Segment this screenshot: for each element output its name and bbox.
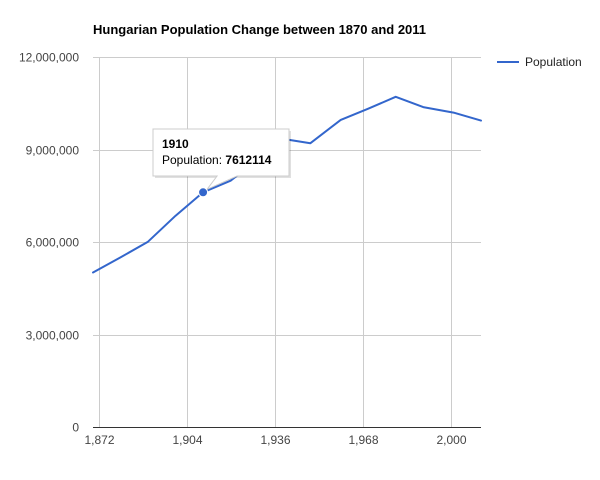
series-lines [92,95,482,274]
tooltip-box [152,128,290,191]
y-tick-label: 3,000,000 [26,329,80,343]
y-tick-label: 0 [72,421,79,435]
y-tick-label: 6,000,000 [26,236,80,250]
tooltip-body: Population: 7612114 [162,153,272,167]
x-tick-label: 1,872 [84,433,114,447]
legend-label: Population [525,55,582,69]
axes: 0 3,000,000 6,000,000 9,000,000 12,000,000 1,… [19,51,481,447]
x-tick-label: 1,968 [348,433,378,447]
x-tick-label: 1,936 [260,433,290,447]
series-line-population [92,95,482,274]
x-tick-label: 2,000 [436,433,466,447]
tooltip: 1910 Population: 7612114 [152,128,291,198]
gridlines [93,57,481,427]
tooltip-title: 1910 [162,137,189,151]
y-tick-label: 9,000,000 [26,144,80,158]
chart-title: Hungarian Population Change between 1870… [93,22,426,37]
tooltip-value: 7612114 [225,153,271,167]
legend: Population [497,55,582,69]
tooltip-label: Population: [162,153,225,167]
y-tick-label: 12,000,000 [19,51,79,65]
highlighted-point [198,187,209,198]
x-tick-label: 1,904 [172,433,202,447]
